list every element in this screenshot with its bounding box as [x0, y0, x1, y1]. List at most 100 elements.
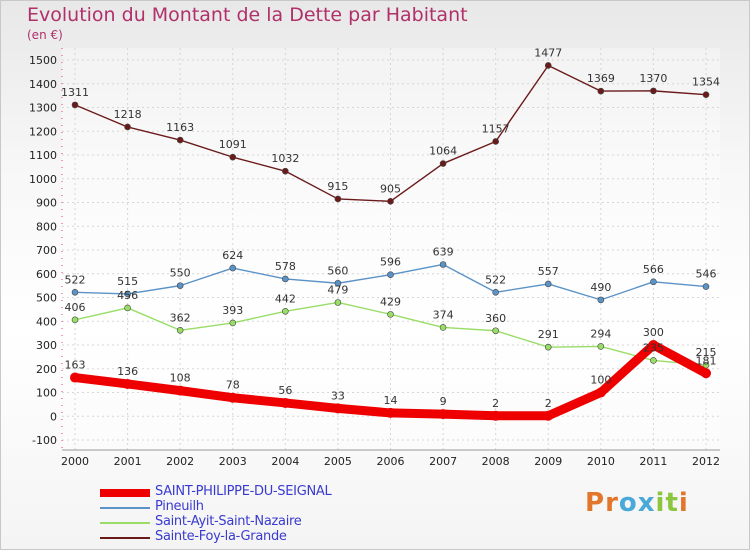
- y-tick-label: 500: [36, 292, 57, 305]
- data-label: 393: [222, 304, 243, 317]
- data-point: [334, 195, 342, 203]
- x-tick-label: 2004: [271, 455, 299, 468]
- legend-swatch: [100, 489, 150, 497]
- y-tick-label: 700: [36, 244, 57, 257]
- data-point: [387, 311, 394, 318]
- data-label: 1370: [639, 72, 667, 85]
- y-tick-label: 400: [36, 315, 57, 328]
- data-point: [175, 385, 186, 396]
- y-tick-label: 1300: [29, 102, 57, 115]
- y-tick-label: 1500: [29, 54, 57, 67]
- data-point: [71, 288, 79, 296]
- data-label: 905: [380, 182, 401, 195]
- chart-subtitle: (en €): [27, 28, 63, 42]
- data-label: 1064: [429, 145, 457, 158]
- data-point: [701, 368, 711, 379]
- logo-letter: t: [665, 488, 679, 518]
- data-point: [439, 261, 447, 268]
- data-point: [71, 101, 79, 109]
- data-point: [595, 387, 606, 398]
- data-label: 215: [696, 346, 717, 359]
- y-tick-label: 800: [36, 220, 57, 233]
- data-label: 1157: [482, 122, 510, 135]
- data-label: 429: [380, 295, 401, 308]
- data-point: [597, 296, 605, 304]
- y-tick-label: 1100: [29, 149, 57, 162]
- x-tick-label: 2002: [166, 455, 194, 468]
- data-point: [702, 91, 710, 98]
- chart-title: Evolution du Montant de la Dette par Hab…: [27, 4, 468, 26]
- data-point: [650, 357, 657, 364]
- data-point: [282, 307, 289, 315]
- proxiti-logo: Proxiti: [585, 488, 689, 518]
- x-tick-label: 2003: [219, 455, 247, 468]
- y-tick-label: 0: [50, 410, 57, 423]
- x-tick-label: 2010: [587, 455, 615, 468]
- data-label: 1369: [587, 72, 615, 85]
- data-label: 291: [538, 328, 559, 341]
- data-label: 108: [170, 372, 191, 385]
- data-point: [282, 167, 289, 175]
- data-label: 442: [275, 292, 296, 305]
- data-point: [648, 340, 659, 350]
- data-point: [387, 198, 394, 205]
- y-tick-label: 1400: [29, 78, 57, 91]
- logo-letter: x: [637, 488, 656, 518]
- data-label: 163: [65, 359, 86, 372]
- y-tick-label: 1000: [29, 173, 57, 186]
- data-point: [334, 279, 342, 287]
- logo-letter: i: [655, 488, 666, 518]
- data-label: 456: [117, 289, 138, 302]
- data-label: 566: [643, 263, 664, 276]
- x-tick-label: 2006: [377, 455, 405, 468]
- data-label: 522: [65, 273, 86, 286]
- data-label: 522: [485, 273, 506, 286]
- y-tick-label: 600: [36, 268, 57, 281]
- data-label: 546: [696, 268, 717, 281]
- data-label: 596: [380, 256, 401, 269]
- legend-swatch: [100, 507, 150, 509]
- data-label: 550: [170, 267, 191, 280]
- data-point: [438, 409, 449, 420]
- data-label: 33: [331, 389, 345, 402]
- data-point: [544, 343, 552, 351]
- data-point: [122, 378, 133, 389]
- legend-label: Saint-Ayit-Saint-Nazaire: [155, 514, 302, 529]
- data-label: 1032: [271, 152, 299, 165]
- data-point: [229, 264, 237, 272]
- data-label: 557: [538, 265, 559, 278]
- x-tick-label: 2012: [692, 455, 720, 468]
- data-label: 78: [226, 379, 240, 392]
- data-label: 300: [643, 326, 664, 339]
- data-point: [227, 392, 238, 403]
- data-label: 362: [170, 311, 191, 324]
- y-tick-label: -100: [32, 434, 57, 447]
- data-point: [597, 343, 605, 350]
- legend-label: Sainte-Foy-la-Grande: [155, 529, 287, 544]
- data-label: 14: [384, 394, 398, 407]
- data-label: 2: [492, 397, 499, 410]
- data-point: [544, 280, 552, 288]
- data-point: [492, 327, 499, 335]
- legend-label: Pineuilh: [155, 499, 204, 514]
- data-point: [387, 271, 394, 279]
- data-point: [492, 288, 499, 296]
- data-point: [280, 397, 291, 408]
- data-point: [282, 275, 289, 283]
- logo-letter: o: [618, 488, 638, 518]
- data-point: [492, 138, 499, 145]
- data-label: 578: [275, 260, 296, 273]
- data-point: [229, 319, 237, 327]
- data-label: 624: [222, 249, 243, 262]
- logo-letter: r: [605, 488, 619, 518]
- data-label: 915: [327, 180, 348, 193]
- legend-label: SAINT-PHILIPPE-DU-SEIGNAL: [155, 484, 332, 499]
- x-tick-label: 2011: [639, 455, 667, 468]
- data-label: 1477: [534, 46, 562, 59]
- data-point: [124, 304, 131, 312]
- data-label: 374: [433, 308, 454, 321]
- data-point: [544, 62, 552, 69]
- data-point: [229, 153, 237, 161]
- data-label: 235: [643, 341, 664, 354]
- data-label: 9: [440, 395, 447, 408]
